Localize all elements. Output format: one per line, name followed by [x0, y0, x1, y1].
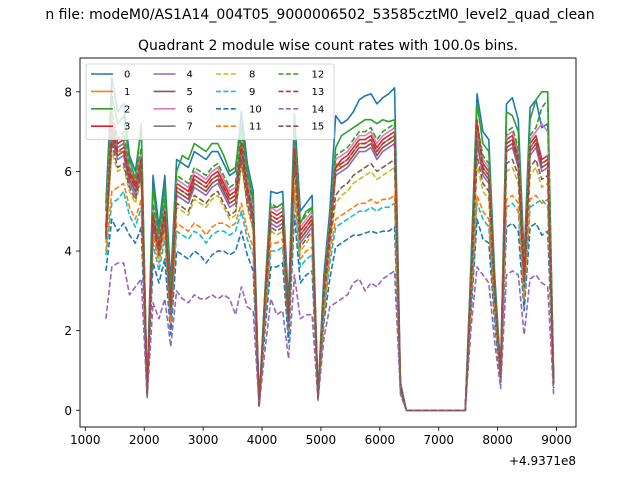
series-line-13 — [105, 118, 555, 412]
y-tick-label: 4 — [64, 245, 72, 259]
x-tick-label: 2000 — [129, 433, 160, 447]
legend-label-14: 14 — [312, 104, 325, 115]
legend-label-11: 11 — [249, 122, 262, 133]
legend-label-8: 8 — [249, 70, 255, 81]
x-tick-label: 4000 — [247, 433, 278, 447]
x-tick-label: 5000 — [306, 433, 337, 447]
series-line-9 — [105, 190, 555, 412]
x-axis-offset-label: +4.9371e8 — [509, 454, 576, 468]
x-tick-label: 3000 — [188, 433, 219, 447]
x-tick-label: 7000 — [423, 433, 454, 447]
y-tick-label: 8 — [64, 85, 72, 99]
legend-box — [85, 63, 335, 140]
x-tick-label: 1000 — [70, 433, 101, 447]
legend-label-6: 6 — [187, 104, 193, 115]
y-axis: 0 2 4 6 8 — [64, 85, 80, 418]
series-line-10 — [105, 214, 555, 412]
legend-label-3: 3 — [124, 122, 130, 133]
x-tick-label: 8000 — [482, 433, 513, 447]
chart-suptitle: n file: modeM0/AS1A14_004T05_9000006502_… — [45, 7, 594, 23]
legend-label-4: 4 — [187, 70, 193, 81]
y-tick-label: 6 — [64, 165, 72, 179]
x-tick-label: 9000 — [541, 433, 572, 447]
legend-label-9: 9 — [249, 87, 255, 98]
legend-label-10: 10 — [249, 104, 262, 115]
x-axis: 1000 2000 3000 4000 5000 6000 7000 8000 9000 — [70, 427, 572, 447]
series-line-14 — [105, 262, 555, 412]
x-tick-label: 6000 — [365, 433, 396, 447]
legend-label-12: 12 — [312, 70, 325, 81]
legend-label-2: 2 — [124, 104, 130, 115]
y-tick-label: 0 — [64, 404, 72, 418]
legend-label-0: 0 — [124, 70, 130, 81]
legend-label-5: 5 — [187, 87, 193, 98]
series-layer — [105, 77, 555, 412]
legend-label-13: 13 — [312, 87, 325, 98]
y-tick-label: 2 — [64, 324, 72, 338]
series-line-11 — [105, 182, 555, 412]
axes-frame — [79, 57, 577, 428]
legend-label-7: 7 — [187, 122, 193, 133]
chart-title: Quadrant 2 module wise count rates with … — [138, 38, 518, 54]
legend-label-15: 15 — [312, 122, 325, 133]
legend-label-1: 1 — [124, 87, 130, 98]
